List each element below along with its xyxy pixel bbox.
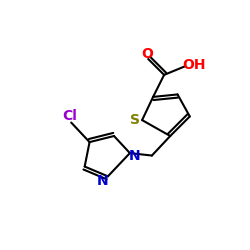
Text: O: O (141, 47, 153, 61)
Text: OH: OH (182, 58, 206, 72)
Text: Cl: Cl (62, 110, 78, 124)
Text: N: N (97, 174, 109, 188)
Text: S: S (130, 113, 140, 127)
Text: N: N (129, 148, 140, 162)
